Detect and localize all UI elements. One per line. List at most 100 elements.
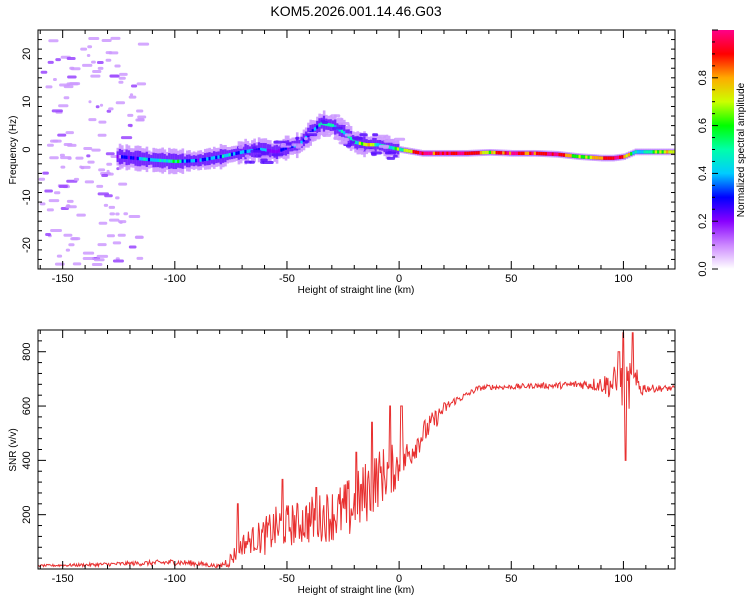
- spectrogram-ridge-cell: [446, 151, 449, 155]
- spectrogram-blob: [291, 143, 303, 147]
- spectrogram-ridge-cell: [262, 148, 265, 152]
- spectrogram-noise-patch: [70, 67, 81, 71]
- spectrogram-ridge-cell: [363, 142, 366, 146]
- spectrogram-ridge-cell: [522, 151, 526, 155]
- spectrogram-ridge-cell: [452, 151, 456, 155]
- spectrogram-ridge-cell: [578, 154, 582, 159]
- spectrogram-ridge-cell: [269, 149, 272, 153]
- spectrogram-noise-patch: [56, 254, 63, 258]
- spectrogram-noise-patch: [103, 203, 109, 207]
- spectrogram-ridge-cell: [215, 155, 218, 160]
- spectrogram-noise-patch: [108, 205, 116, 209]
- spectrogram-noise-patch: [112, 241, 122, 245]
- spectrogram-blob: [386, 156, 396, 160]
- spectrogram-ridge-cell: [533, 151, 537, 155]
- spectrogram-ridge-cell: [183, 159, 187, 163]
- spectrogram-noise-patch: [84, 180, 95, 184]
- spectrogram-ridge-cell: [197, 158, 200, 163]
- spectrogram-noise-patch: [73, 177, 80, 181]
- spectrogram-noise-patch: [115, 212, 120, 216]
- spectrogram-noise-patch: [96, 184, 104, 188]
- spectrogram-ridge-cell: [201, 158, 205, 162]
- spectrogram-ridge-cell: [217, 155, 221, 159]
- spectrogram-ridge-cell: [596, 156, 600, 160]
- spectrogram-ridge-cell: [459, 151, 463, 155]
- spectrogram-ridge-cell: [228, 153, 232, 157]
- spectrogram-noise-patch: [88, 118, 97, 122]
- spectrogram-noise-patch: [55, 58, 61, 62]
- spectrogram-blob: [238, 145, 244, 149]
- spectrogram-blob: [337, 137, 348, 141]
- spectrogram-noise-patch: [76, 213, 86, 217]
- spectrogram-ridge-cell: [515, 151, 519, 155]
- spectrogram-blob: [393, 154, 398, 158]
- spectrogram-ridge-cell: [426, 151, 429, 155]
- spectrogram-ridge-cell: [145, 157, 149, 162]
- spectrogram-ridge-cell: [486, 150, 490, 155]
- spectrogram-noise-patch: [67, 143, 77, 147]
- spectrogram-ridge-cell: [553, 152, 557, 156]
- spectrogram-noise-patch: [115, 257, 120, 261]
- spectrogram-ridge-cell: [421, 151, 425, 155]
- spectrogram-xtick-label: 50: [505, 273, 517, 285]
- spectrogram-ridge-cell: [493, 150, 496, 155]
- spectrogram-ridge-cell: [248, 149, 252, 153]
- snr-plot-area: [38, 330, 675, 569]
- spectrogram-ridge-cell: [235, 151, 238, 155]
- spectrogram-ridge-cell: [138, 157, 142, 161]
- spectrogram-ridge-cell: [477, 151, 481, 155]
- spectrogram-ridge-cell: [618, 155, 622, 159]
- spectrogram-ridge-cell: [390, 145, 393, 150]
- spectrogram-noise-patch: [80, 166, 85, 170]
- spectrogram-ridge-cell: [517, 151, 521, 155]
- spectrogram-ridge-cell: [331, 123, 335, 128]
- spectrogram-ridge-cell: [271, 149, 274, 153]
- spectrogram-noise-patch: [108, 51, 119, 55]
- spectrogram-noise-patch: [66, 199, 74, 203]
- spectrogram-ridge-cell: [457, 151, 461, 155]
- spectrogram-ridge-cell: [488, 150, 492, 155]
- spectrogram-ridge-cell: [603, 156, 606, 160]
- spectrogram-blob: [376, 134, 387, 138]
- spectrogram-ridge-cell: [428, 151, 431, 155]
- spectrogram-ridge-cell: [569, 154, 573, 158]
- spectrogram-ridge-cell: [347, 134, 351, 139]
- spectrogram-blob: [332, 126, 343, 130]
- spectrogram-ridge-cell: [583, 155, 586, 159]
- spectrogram-ridge-cell: [192, 159, 196, 163]
- spectrogram-ridge-cell: [576, 154, 579, 159]
- snr-ytick-label: 600: [21, 397, 33, 415]
- spectrogram-ridge-cell: [491, 150, 494, 155]
- spectrogram-ridge-cell: [174, 159, 178, 164]
- spectrogram-blob: [320, 119, 326, 123]
- spectrogram-xtick-label: -150: [52, 273, 74, 285]
- spectrogram-ridge-cell: [367, 143, 371, 147]
- spectrogram-ridge-cell: [592, 155, 595, 160]
- spectrogram-noise-patch: [128, 245, 137, 249]
- spectrogram-ridge-cell: [585, 155, 588, 159]
- spectrogram-ridge-cell: [636, 150, 640, 154]
- spectrogram-ridge-cell: [237, 151, 241, 155]
- spectrogram-ridge-cell: [661, 150, 665, 154]
- spectrogram-noise-patch: [98, 168, 106, 172]
- spectrogram-ridge-cell: [450, 151, 454, 155]
- spectrogram-ridge-cell: [520, 151, 523, 155]
- colorbar-tick-label: 0.4: [697, 166, 709, 181]
- spectrogram-ridge-cell: [300, 140, 304, 145]
- spectrogram-ridge-cell: [221, 154, 225, 158]
- spectrogram-noise-patch: [95, 105, 100, 109]
- spectrogram-noise-patch: [68, 82, 81, 86]
- spectrogram-noise-patch: [45, 232, 52, 236]
- spectrogram-ridge-cell: [118, 154, 122, 159]
- spectrogram-noise-patch: [66, 57, 76, 61]
- spectrogram-ridge-cell: [571, 154, 575, 158]
- snr-xtick-label: -100: [164, 573, 186, 585]
- spectrogram-ridge-cell: [132, 156, 135, 160]
- spectrogram-noise-patch: [120, 136, 133, 140]
- spectrogram-ridge-cell: [116, 154, 120, 159]
- spectrogram-ridge-cell: [224, 154, 227, 158]
- spectrogram-ridge-cell: [392, 146, 395, 150]
- spectrogram-noise-patch: [82, 251, 95, 255]
- spectrogram-blob: [317, 132, 329, 136]
- spectrogram-xlabel: Height of straight line (km): [298, 285, 415, 296]
